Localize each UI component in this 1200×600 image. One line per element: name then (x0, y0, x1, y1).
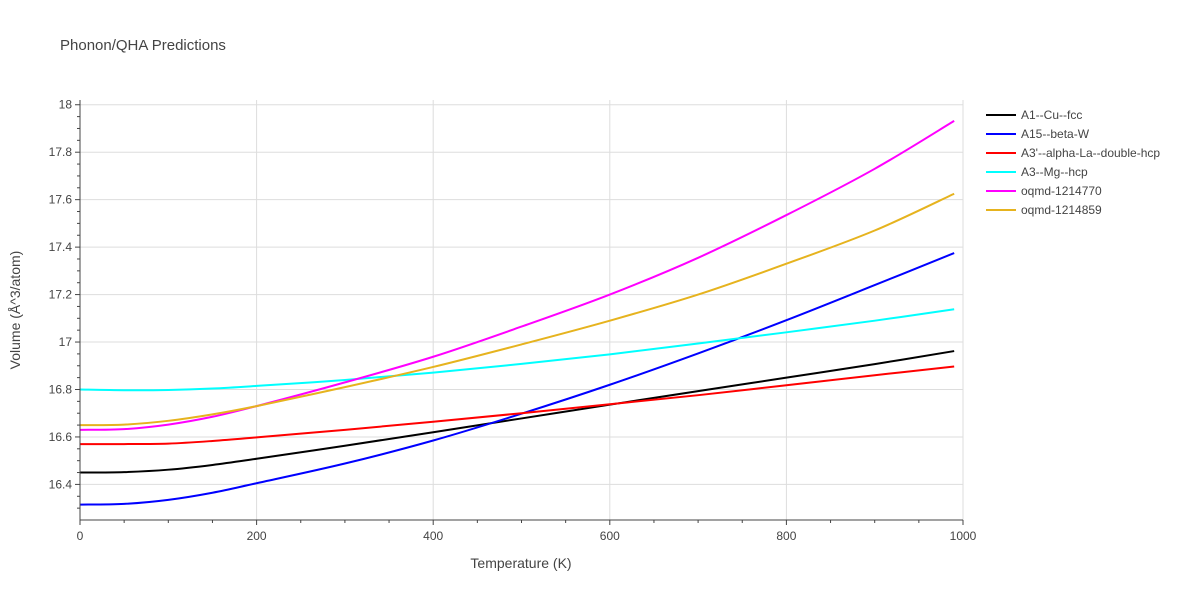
legend-item-oqmd-1214770[interactable]: oqmd-1214770 (986, 184, 1102, 198)
grid (80, 100, 964, 520)
tick-labels: 0 200 400 600 800 1000 16.4 16.6 16.8 17 17.2 17.4 1… (49, 98, 977, 543)
series-line-oqmd-1214859 (79, 192, 955, 427)
legend-item-a3-alpha-la-double-hcp[interactable]: A3'--alpha-La--double-hcp (986, 146, 1160, 160)
y-tick-label: 17 (59, 335, 73, 349)
x-tick-label: 600 (600, 529, 620, 543)
legend-label: oqmd-1214770 (1021, 184, 1102, 198)
series-line-oqmd-1214770 (79, 120, 955, 431)
x-tick-label: 400 (423, 529, 443, 543)
chart-title: Phonon/QHA Predictions (60, 37, 226, 54)
series-line-a3-alpha-la-double-hcp (79, 365, 955, 446)
series-line-a15-beta-w (79, 252, 955, 506)
y-tick-label: 16.4 (49, 477, 73, 491)
y-tick-label: 17.8 (49, 145, 73, 159)
x-tick-label: 1000 (950, 529, 977, 543)
legend-label: A1--Cu--fcc (1021, 108, 1082, 122)
legend-item-a1-cu-fcc[interactable]: A1--Cu--fcc (986, 108, 1082, 122)
y-tick-label: 16.6 (49, 430, 73, 444)
y-tick-label: 17.6 (49, 193, 73, 207)
x-tick-label: 800 (776, 529, 796, 543)
legend-item-oqmd-1214859[interactable]: oqmd-1214859 (986, 203, 1102, 217)
y-tick-label: 16.8 (49, 382, 73, 396)
x-axis-title: Temperature (K) (470, 555, 571, 571)
legend-label: A3--Mg--hcp (1021, 165, 1088, 179)
series-line-a1-cu-fcc (79, 350, 955, 474)
legend-item-a3-mg-hcp[interactable]: A3--Mg--hcp (986, 165, 1088, 179)
x-tick-label: 200 (247, 529, 267, 543)
x-tick-label: 0 (77, 529, 84, 543)
legend-item-a15-beta-w[interactable]: A15--beta-W (986, 127, 1090, 141)
y-tick-label: 17.4 (49, 240, 73, 254)
series-line-a3-mg-hcp (79, 308, 955, 392)
y-tick-label: 17.2 (49, 288, 73, 302)
legend[interactable]: A1--Cu--fcc A15--beta-W A3'--alpha-La--dou… (986, 108, 1160, 217)
legend-label: A15--beta-W (1021, 127, 1090, 141)
legend-label: A3'--alpha-La--double-hcp (1021, 146, 1160, 160)
legend-label: oqmd-1214859 (1021, 203, 1102, 217)
y-axis-title: Volume (Å^3/atom) (7, 251, 23, 370)
series-lines (79, 120, 955, 506)
axes (75, 100, 964, 525)
y-tick-label: 18 (59, 98, 73, 112)
